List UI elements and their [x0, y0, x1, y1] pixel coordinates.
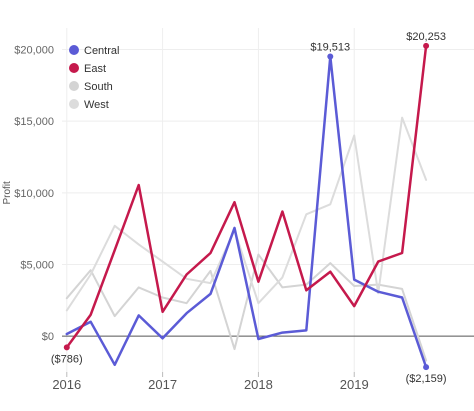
x-axis: 2016 2017 2018 2019	[52, 372, 369, 392]
gridlines	[62, 28, 474, 372]
y-tick-label: $0	[42, 331, 54, 343]
legend-swatch	[69, 63, 79, 73]
y-tick-label: $10,000	[14, 188, 54, 200]
legend-label: East	[84, 63, 106, 75]
x-tick-label: 2016	[52, 377, 81, 392]
data-point-marker[interactable]	[63, 344, 70, 351]
legend-label: South	[84, 81, 113, 93]
data-point-marker[interactable]	[423, 364, 430, 371]
data-point-marker[interactable]	[423, 42, 430, 49]
legend-label: Central	[84, 45, 119, 57]
y-tick-label: $5,000	[20, 260, 54, 272]
data-label: $20,253	[406, 31, 446, 43]
series-lines	[65, 44, 428, 369]
legend-swatch	[69, 81, 79, 91]
series-line-west[interactable]	[65, 116, 428, 312]
data-label: ($786)	[51, 353, 83, 365]
legend-item-south[interactable]: South	[69, 81, 113, 93]
data-labels: ($786) $19,513 $20,253 ($2,159)	[51, 31, 447, 385]
legend-item-central[interactable]: Central	[69, 45, 119, 57]
y-axis: $0 $5,000 $10,000 $15,000 $20,000	[14, 45, 54, 344]
x-tick-label: 2019	[340, 377, 369, 392]
y-tick-label: $15,000	[14, 116, 54, 128]
data-point-marker[interactable]	[327, 53, 334, 60]
data-label: $19,513	[310, 41, 350, 53]
series-line-east[interactable]	[65, 44, 428, 349]
legend-label: West	[84, 99, 109, 111]
legend[interactable]: Central East South West	[69, 45, 119, 111]
legend-swatch	[69, 99, 79, 109]
legend-swatch	[69, 45, 79, 55]
x-tick-label: 2017	[148, 377, 177, 392]
x-tick-label: 2018	[244, 377, 273, 392]
legend-item-west[interactable]: West	[69, 99, 109, 111]
series-line-central[interactable]	[65, 55, 428, 369]
data-label: ($2,159)	[406, 373, 447, 385]
y-axis-label: Profit	[2, 181, 13, 205]
y-tick-label: $20,000	[14, 45, 54, 57]
legend-item-east[interactable]: East	[69, 63, 106, 75]
